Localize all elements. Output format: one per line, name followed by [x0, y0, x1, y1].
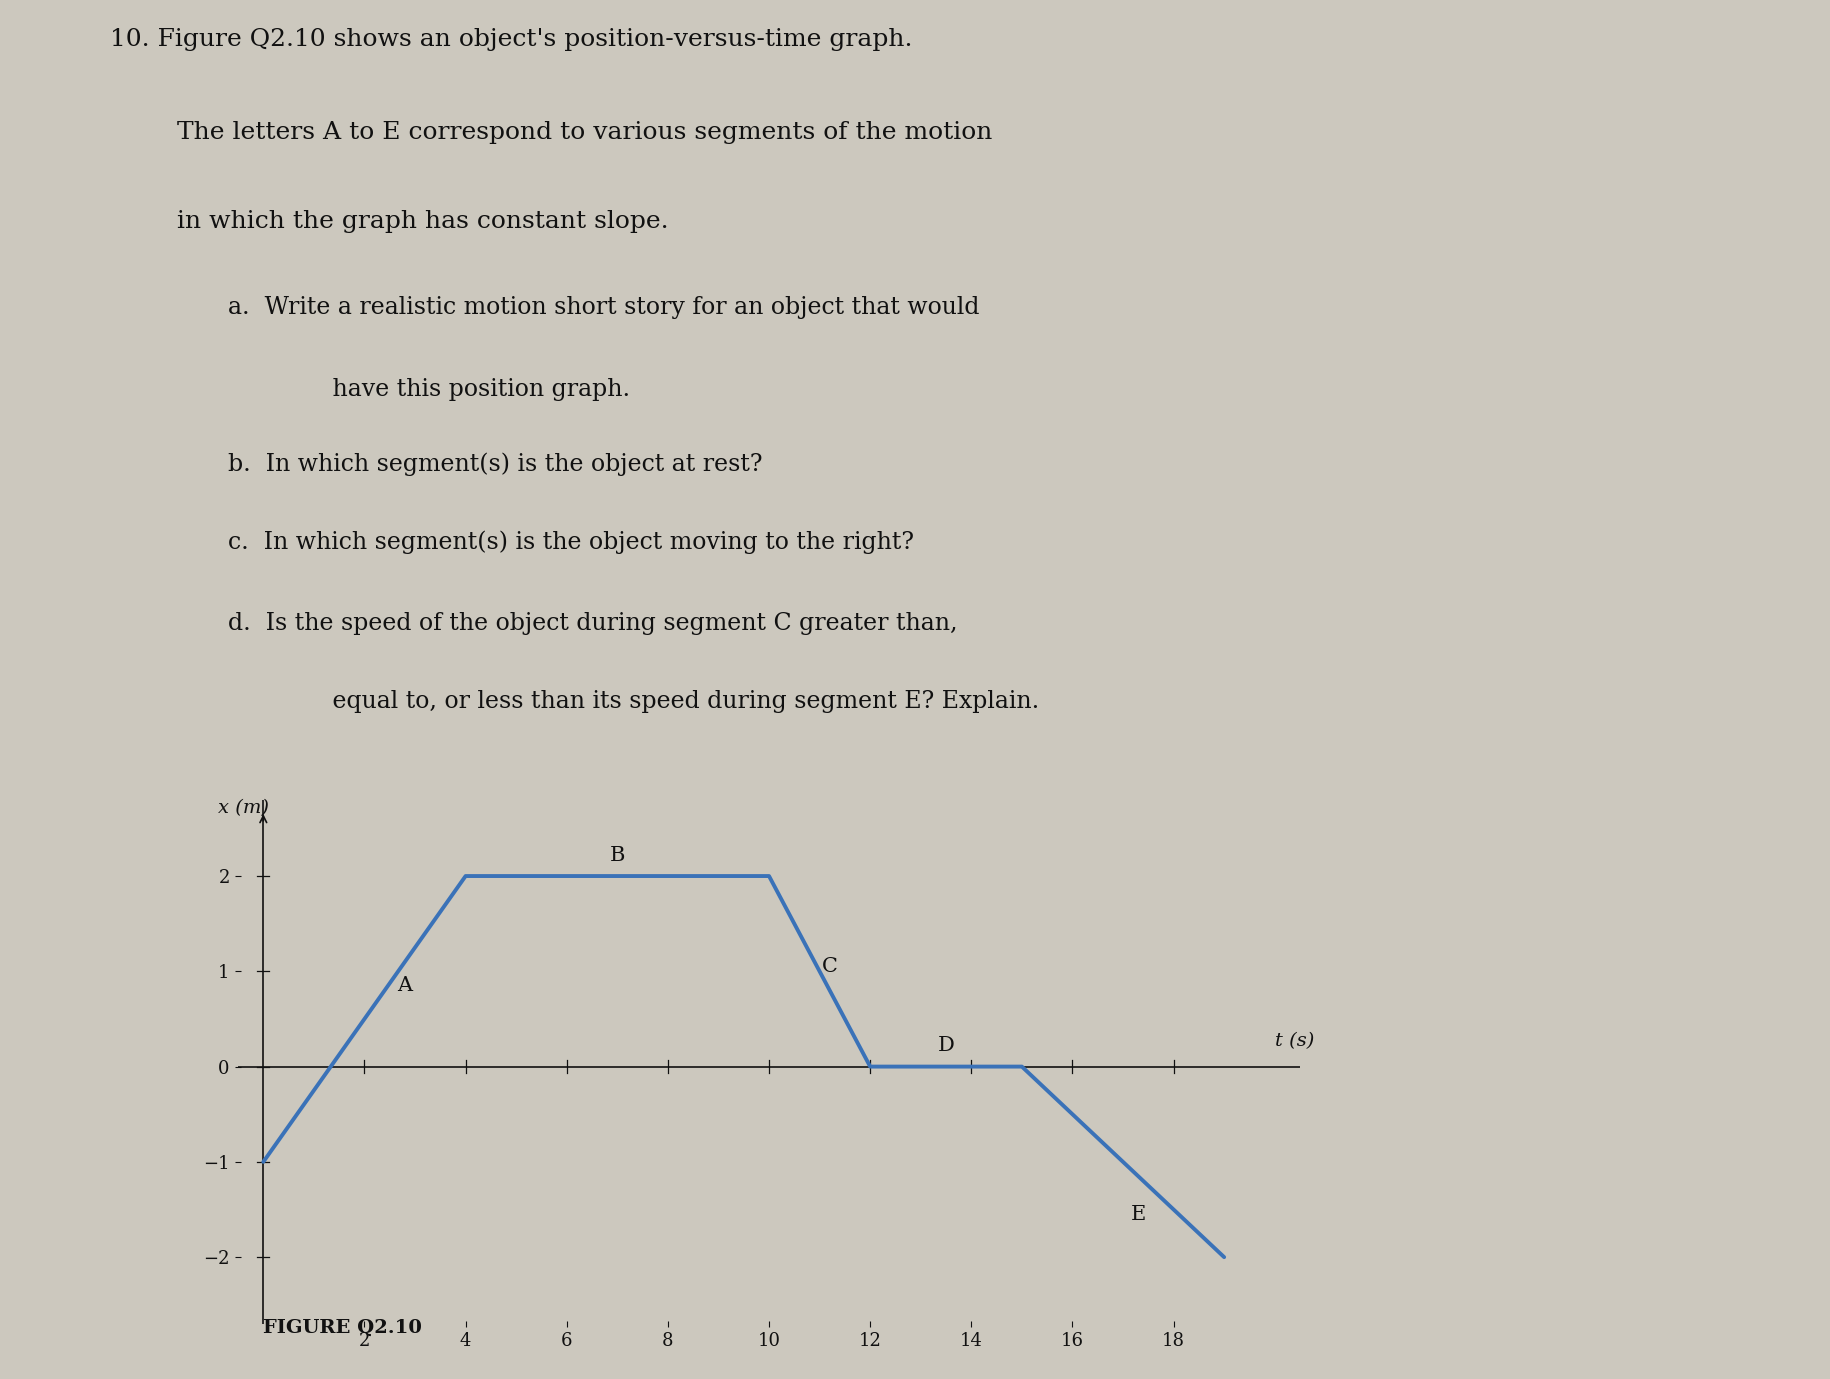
- Text: d.  Is the speed of the object during segment C greater than,: d. Is the speed of the object during seg…: [227, 612, 957, 636]
- Text: have this position graph.: have this position graph.: [295, 378, 630, 400]
- Text: c.  In which segment(s) is the object moving to the right?: c. In which segment(s) is the object mov…: [227, 530, 913, 554]
- Text: B: B: [609, 845, 624, 865]
- Text: E: E: [1129, 1205, 1146, 1223]
- Text: a.  Write a realistic motion short story for an object that would: a. Write a realistic motion short story …: [227, 295, 979, 319]
- Text: t (s): t (s): [1274, 1031, 1314, 1049]
- Text: A: A: [397, 976, 412, 996]
- Text: The letters A to E correspond to various segments of the motion: The letters A to E correspond to various…: [178, 120, 992, 143]
- Text: b.  In which segment(s) is the object at rest?: b. In which segment(s) is the object at …: [227, 452, 761, 476]
- Text: 10. Figure Q2.10 shows an object's position-versus-time graph.: 10. Figure Q2.10 shows an object's posit…: [110, 28, 911, 51]
- Text: D: D: [937, 1036, 953, 1055]
- Text: x (m): x (m): [218, 798, 269, 816]
- Text: in which the graph has constant slope.: in which the graph has constant slope.: [178, 210, 668, 233]
- Text: C: C: [822, 957, 836, 976]
- Text: FIGURE Q2.10: FIGURE Q2.10: [264, 1320, 423, 1338]
- Text: equal to, or less than its speed during segment E? Explain.: equal to, or less than its speed during …: [295, 691, 1039, 713]
